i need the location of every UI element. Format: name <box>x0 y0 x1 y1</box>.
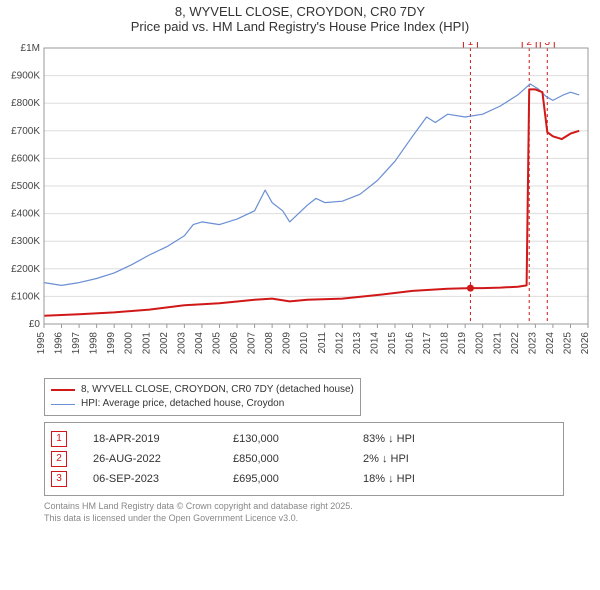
legend-label: 8, WYVELL CLOSE, CROYDON, CR0 7DY (detac… <box>81 383 354 397</box>
svg-text:2: 2 <box>526 42 532 48</box>
event-number-badge: 1 <box>51 431 67 447</box>
svg-text:1999: 1999 <box>106 332 117 355</box>
svg-text:2004: 2004 <box>194 332 205 355</box>
svg-text:£800K: £800K <box>11 98 40 109</box>
attribution-line2: This data is licensed under the Open Gov… <box>44 512 588 524</box>
attribution-text: Contains HM Land Registry data © Crown c… <box>44 500 588 524</box>
event-price: £130,000 <box>233 429 363 449</box>
chart-area: £0 £100K £200K £300K £400K £500K £600K £700K £80… <box>0 42 600 372</box>
event-date: 06-SEP-2023 <box>93 469 233 489</box>
event-row: 3 06-SEP-2023£695,00018% ↓ HPI <box>51 469 557 489</box>
event-delta: 18% ↓ HPI <box>363 469 415 489</box>
svg-text:£200K: £200K <box>11 264 40 275</box>
svg-text:2017: 2017 <box>422 332 433 355</box>
svg-text:2009: 2009 <box>282 332 293 355</box>
svg-text:2024: 2024 <box>545 332 556 355</box>
svg-text:2006: 2006 <box>229 332 240 355</box>
svg-text:2025: 2025 <box>562 332 573 355</box>
svg-text:2008: 2008 <box>264 332 275 355</box>
line-chart-svg: £0 £100K £200K £300K £400K £500K £600K £700K £80… <box>0 42 600 372</box>
svg-text:£900K: £900K <box>11 71 40 82</box>
svg-text:2019: 2019 <box>457 332 468 355</box>
svg-text:2020: 2020 <box>475 332 486 355</box>
legend-label: HPI: Average price, detached house, Croy… <box>81 397 284 411</box>
svg-text:2012: 2012 <box>334 332 345 355</box>
svg-text:2001: 2001 <box>141 332 152 355</box>
svg-text:£100K: £100K <box>11 291 40 302</box>
svg-text:2005: 2005 <box>211 332 222 355</box>
svg-text:2002: 2002 <box>159 332 170 355</box>
legend-swatch <box>51 389 75 391</box>
svg-text:2000: 2000 <box>124 332 135 355</box>
event-delta: 2% ↓ HPI <box>363 449 409 469</box>
svg-text:£700K: £700K <box>11 126 40 137</box>
svg-text:2007: 2007 <box>247 332 258 355</box>
legend-swatch <box>51 404 75 405</box>
legend-item: 8, WYVELL CLOSE, CROYDON, CR0 7DY (detac… <box>51 383 354 397</box>
legend-item: HPI: Average price, detached house, Croy… <box>51 397 354 411</box>
attribution-line1: Contains HM Land Registry data © Crown c… <box>44 500 588 512</box>
title-subtitle: Price paid vs. HM Land Registry's House … <box>0 19 600 34</box>
svg-text:2021: 2021 <box>492 332 503 355</box>
svg-text:2022: 2022 <box>510 332 521 355</box>
svg-text:2023: 2023 <box>527 332 538 355</box>
svg-text:1: 1 <box>468 42 474 48</box>
svg-text:£0: £0 <box>29 319 41 330</box>
event-date: 26-AUG-2022 <box>93 449 233 469</box>
svg-text:2010: 2010 <box>299 332 310 355</box>
svg-text:1998: 1998 <box>89 332 100 355</box>
svg-text:£400K: £400K <box>11 209 40 220</box>
event-row: 1 18-APR-2019£130,00083% ↓ HPI <box>51 429 557 449</box>
event-number-badge: 3 <box>51 471 67 487</box>
chart-container: 8, WYVELL CLOSE, CROYDON, CR0 7DY Price … <box>0 0 600 524</box>
event-price: £695,000 <box>233 469 363 489</box>
svg-text:1995: 1995 <box>36 332 47 355</box>
svg-text:£1M: £1M <box>21 43 40 54</box>
title-address: 8, WYVELL CLOSE, CROYDON, CR0 7DY <box>0 4 600 19</box>
svg-text:2011: 2011 <box>317 332 328 354</box>
svg-text:2015: 2015 <box>387 332 398 355</box>
svg-text:£600K: £600K <box>11 153 40 164</box>
event-price: £850,000 <box>233 449 363 469</box>
svg-text:1996: 1996 <box>54 332 65 355</box>
svg-text:2013: 2013 <box>352 332 363 355</box>
svg-text:2026: 2026 <box>580 332 591 355</box>
svg-text:£500K: £500K <box>11 181 40 192</box>
svg-text:2018: 2018 <box>440 332 451 355</box>
events-table: 1 18-APR-2019£130,00083% ↓ HPI 2 26-AUG-202… <box>44 422 564 496</box>
event-number-badge: 2 <box>51 451 67 467</box>
title-block: 8, WYVELL CLOSE, CROYDON, CR0 7DY Price … <box>0 0 600 42</box>
legend-box: 8, WYVELL CLOSE, CROYDON, CR0 7DY (detac… <box>44 378 361 416</box>
event-delta: 83% ↓ HPI <box>363 429 415 449</box>
svg-text:3: 3 <box>545 42 551 48</box>
svg-text:1997: 1997 <box>71 332 82 355</box>
svg-text:2014: 2014 <box>369 332 380 355</box>
svg-text:£300K: £300K <box>11 236 40 247</box>
event-date: 18-APR-2019 <box>93 429 233 449</box>
event-row: 2 26-AUG-2022£850,0002% ↓ HPI <box>51 449 557 469</box>
svg-text:2016: 2016 <box>405 332 416 355</box>
svg-text:2003: 2003 <box>176 332 187 355</box>
